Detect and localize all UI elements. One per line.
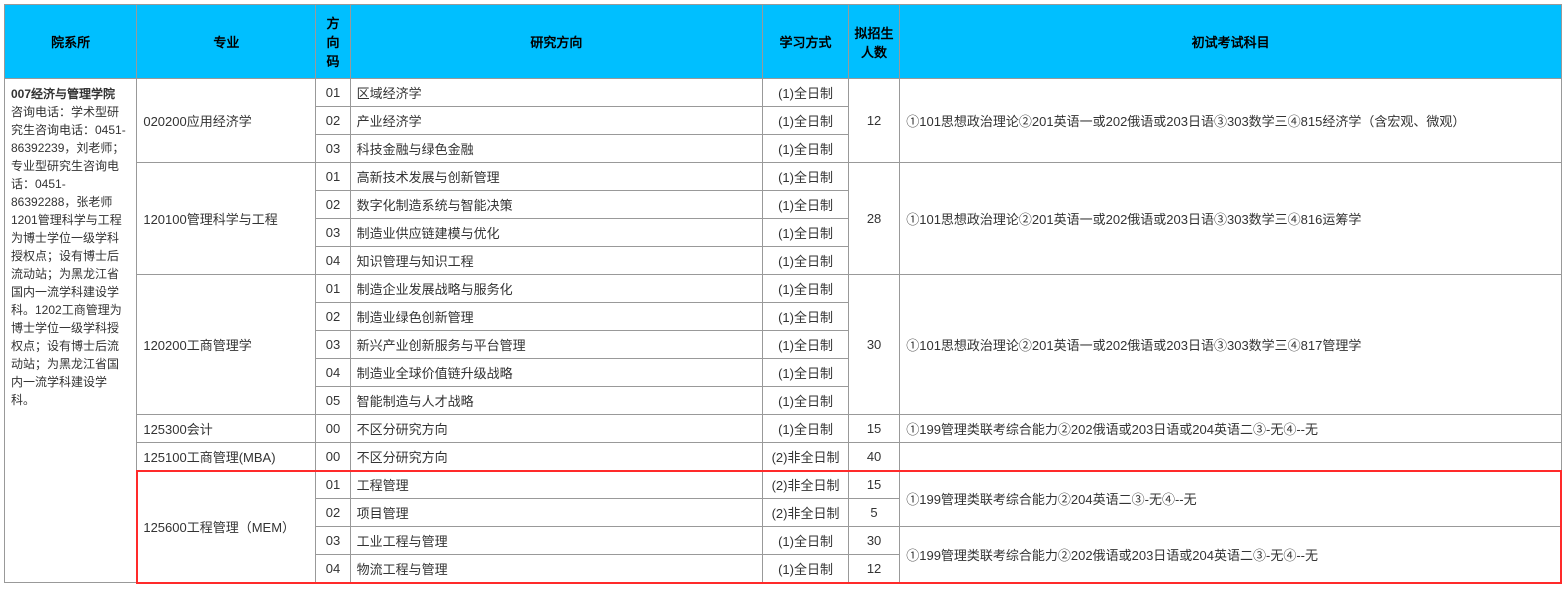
major-cell: 125100工商管理(MBA) <box>137 443 316 471</box>
enroll-cell: 12 <box>848 79 899 163</box>
dircode-cell: 03 <box>316 135 350 163</box>
direction-cell: 制造业供应链建模与优化 <box>350 219 763 247</box>
mode-cell: (1)全日制 <box>763 135 849 163</box>
col-dircode: 方向码 <box>316 5 350 79</box>
enroll-cell: 15 <box>848 471 899 499</box>
table-row: 125600工程管理（MEM） 01 工程管理 (2)非全日制 15 ①199管… <box>5 471 1562 499</box>
dircode-cell: 01 <box>316 275 350 303</box>
mode-cell: (1)全日制 <box>763 359 849 387</box>
dircode-cell: 02 <box>316 499 350 527</box>
dept-title: 007经济与管理学院 <box>11 87 115 101</box>
dircode-cell: 02 <box>316 107 350 135</box>
table-row: 007经济与管理学院 咨询电话：学术型研究生咨询电话：0451-86392239… <box>5 79 1562 107</box>
col-enroll: 拟招生人数 <box>848 5 899 79</box>
direction-cell: 数字化制造系统与智能决策 <box>350 191 763 219</box>
header-row: 院系所 专业 方向码 研究方向 学习方式 拟招生人数 初试考试科目 <box>5 5 1562 79</box>
mode-cell: (1)全日制 <box>763 303 849 331</box>
direction-cell: 物流工程与管理 <box>350 555 763 583</box>
direction-cell: 高新技术发展与创新管理 <box>350 163 763 191</box>
exam-cell: ①101思想政治理论②201英语一或202俄语或203日语③303数学三④817… <box>900 275 1562 415</box>
mode-cell: (1)全日制 <box>763 79 849 107</box>
exam-cell: ①199管理类联考综合能力②202俄语或203日语或204英语二③-无④--无 <box>900 415 1562 443</box>
dircode-cell: 01 <box>316 79 350 107</box>
enroll-cell: 15 <box>848 415 899 443</box>
direction-cell: 制造业全球价值链升级战略 <box>350 359 763 387</box>
col-direction: 研究方向 <box>350 5 763 79</box>
exam-cell: ①199管理类联考综合能力②202俄语或203日语或204英语二③-无④--无 <box>900 527 1562 583</box>
direction-cell: 项目管理 <box>350 499 763 527</box>
major-cell: 125300会计 <box>137 415 316 443</box>
table-body: 007经济与管理学院 咨询电话：学术型研究生咨询电话：0451-86392239… <box>5 79 1562 583</box>
dircode-cell: 00 <box>316 443 350 471</box>
table-row: 120200工商管理学 01 制造企业发展战略与服务化 (1)全日制 30 ①1… <box>5 275 1562 303</box>
exam-cell: ①199管理类联考综合能力②204英语二③-无④--无 <box>900 471 1562 527</box>
table-container: 院系所 专业 方向码 研究方向 学习方式 拟招生人数 初试考试科目 007经济与… <box>4 4 1562 583</box>
exam-cell <box>900 443 1562 471</box>
mode-cell: (1)全日制 <box>763 163 849 191</box>
dircode-cell: 02 <box>316 191 350 219</box>
dept-cell: 007经济与管理学院 咨询电话：学术型研究生咨询电话：0451-86392239… <box>5 79 137 583</box>
mode-cell: (1)全日制 <box>763 107 849 135</box>
major-cell: 120100管理科学与工程 <box>137 163 316 275</box>
exam-cell: ①101思想政治理论②201英语一或202俄语或203日语③303数学三④815… <box>900 79 1562 163</box>
table-row: 125100工商管理(MBA) 00 不区分研究方向 (2)非全日制 40 <box>5 443 1562 471</box>
table-row: 125300会计 00 不区分研究方向 (1)全日制 15 ①199管理类联考综… <box>5 415 1562 443</box>
mode-cell: (1)全日制 <box>763 555 849 583</box>
mode-cell: (2)非全日制 <box>763 443 849 471</box>
dircode-cell: 03 <box>316 331 350 359</box>
mode-cell: (1)全日制 <box>763 191 849 219</box>
dircode-cell: 02 <box>316 303 350 331</box>
col-mode: 学习方式 <box>763 5 849 79</box>
enroll-cell: 30 <box>848 275 899 415</box>
direction-cell: 不区分研究方向 <box>350 415 763 443</box>
admissions-table: 院系所 专业 方向码 研究方向 学习方式 拟招生人数 初试考试科目 007经济与… <box>4 4 1562 583</box>
mode-cell: (1)全日制 <box>763 527 849 555</box>
mode-cell: (1)全日制 <box>763 387 849 415</box>
col-dept: 院系所 <box>5 5 137 79</box>
enroll-cell: 40 <box>848 443 899 471</box>
direction-cell: 知识管理与知识工程 <box>350 247 763 275</box>
table-row: 120100管理科学与工程 01 高新技术发展与创新管理 (1)全日制 28 ①… <box>5 163 1562 191</box>
dircode-cell: 03 <box>316 219 350 247</box>
mode-cell: (2)非全日制 <box>763 471 849 499</box>
mode-cell: (2)非全日制 <box>763 499 849 527</box>
dept-note: 咨询电话：学术型研究生咨询电话：0451-86392239，刘老师；专业型研究生… <box>11 105 126 407</box>
major-cell: 020200应用经济学 <box>137 79 316 163</box>
major-cell: 120200工商管理学 <box>137 275 316 415</box>
enroll-cell: 28 <box>848 163 899 275</box>
direction-cell: 产业经济学 <box>350 107 763 135</box>
major-cell: 125600工程管理（MEM） <box>137 471 316 583</box>
enroll-cell: 5 <box>848 499 899 527</box>
dircode-cell: 00 <box>316 415 350 443</box>
direction-cell: 新兴产业创新服务与平台管理 <box>350 331 763 359</box>
direction-cell: 智能制造与人才战略 <box>350 387 763 415</box>
direction-cell: 制造业绿色创新管理 <box>350 303 763 331</box>
col-major: 专业 <box>137 5 316 79</box>
dircode-cell: 05 <box>316 387 350 415</box>
enroll-cell: 30 <box>848 527 899 555</box>
col-exam: 初试考试科目 <box>900 5 1562 79</box>
dircode-cell: 04 <box>316 359 350 387</box>
dircode-cell: 04 <box>316 555 350 583</box>
mode-cell: (1)全日制 <box>763 415 849 443</box>
direction-cell: 工程管理 <box>350 471 763 499</box>
exam-cell: ①101思想政治理论②201英语一或202俄语或203日语③303数学三④816… <box>900 163 1562 275</box>
dircode-cell: 01 <box>316 163 350 191</box>
dircode-cell: 01 <box>316 471 350 499</box>
mode-cell: (1)全日制 <box>763 247 849 275</box>
direction-cell: 制造企业发展战略与服务化 <box>350 275 763 303</box>
dircode-cell: 03 <box>316 527 350 555</box>
direction-cell: 科技金融与绿色金融 <box>350 135 763 163</box>
direction-cell: 不区分研究方向 <box>350 443 763 471</box>
mode-cell: (1)全日制 <box>763 331 849 359</box>
direction-cell: 工业工程与管理 <box>350 527 763 555</box>
dircode-cell: 04 <box>316 247 350 275</box>
mode-cell: (1)全日制 <box>763 219 849 247</box>
direction-cell: 区域经济学 <box>350 79 763 107</box>
enroll-cell: 12 <box>848 555 899 583</box>
mode-cell: (1)全日制 <box>763 275 849 303</box>
